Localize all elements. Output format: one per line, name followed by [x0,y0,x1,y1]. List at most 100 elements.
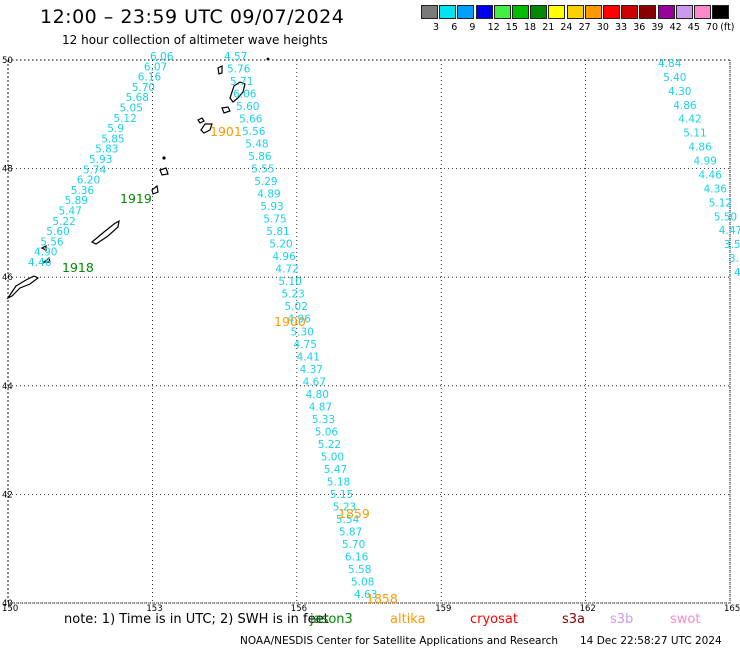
coastline [6,57,270,300]
scale-label: 24 [560,22,573,33]
island-shape [200,123,213,134]
wave-height-value: 6.06 [233,89,257,101]
chart-subtitle: 12 hour collection of altimeter wave hei… [62,33,328,47]
axis-labels: 150 153 156 159 162 165 50 48 46 44 42 40 [2,56,740,614]
island-shape [197,117,205,124]
scale-label: 39 [651,22,664,33]
wave-height-value: 5.68 [126,92,149,104]
lon-tick-label: 156 [291,604,307,614]
wave-height-value: 5.83 [95,144,118,156]
scale-swatch [566,5,584,19]
wave-height-value: 5.75 [263,214,286,226]
island-shape [159,167,169,176]
pass-time-label: 1859 [338,506,370,521]
wave-height-value: 4.41 [297,351,320,363]
wave-height-value: 4.96 [288,314,312,326]
scale-label: 33 [615,22,628,33]
wave-height-value: 5.08 [351,577,374,589]
wave-height-value: 6.07 [144,61,167,73]
wave-height-value: 4.67 [303,376,326,388]
wave-height-value: 3.5 [724,239,740,251]
scale-swatch [475,5,493,19]
lon-tick-label: 165 [724,604,740,614]
wave-height-value: 5.50 [714,211,737,223]
scale-swatch [675,5,693,19]
wave-height-value: 6.16 [138,72,162,84]
credit-text: NOAA/NESDIS Center for Satellite Applica… [240,635,558,647]
wave-height-value: 5.20 [269,239,292,251]
scale-label: 70 [706,22,719,33]
wave-height-value: 5.40 [663,72,686,84]
wave-height-value: 5.54 [336,514,360,526]
scale-label: 12 [487,22,500,33]
footnote: note: 1) Time is in UTC; 2) SWH is in fe… [64,612,329,627]
wave-height-value: 5.58 [348,564,371,576]
wave-height-value: 5.05 [120,103,143,115]
scale-label: 21 [542,22,555,33]
wave-height-value: 5.18 [327,476,350,488]
wave-height-value: 5.02 [285,301,308,313]
wave-height-value: 5.22 [52,216,75,228]
wave-height-value: 6.16 [345,552,369,564]
wave-height-value: 5.55 [251,164,274,176]
wave-height-value: 5.87 [339,526,362,538]
wave-height-value: 4.90 [34,247,57,259]
scale-swatch [493,5,511,19]
scale-swatch [639,5,657,19]
lat-tick-label: 40 [2,599,13,609]
satellite-altika-label: altika [390,612,426,627]
wave-height-value: 4.47 [719,225,740,237]
generated-timestamp: 14 Dec 22:58:27 UTC 2024 [580,635,722,647]
wave-height-value: 5.71 [230,76,253,88]
wave-height-value: 5.74 [83,164,107,176]
pass-time-label: 1919 [120,191,152,206]
lat-tick-label: 46 [2,273,13,283]
wave-height-value: 5.81 [266,226,289,238]
island-shape [229,81,246,103]
island-dot [162,156,166,160]
wave-height-value: 4.42 [678,114,701,126]
wave-height-value: 4.63 [354,589,377,601]
wave-height-value: 5.89 [65,195,88,207]
wave-height-value: 4.80 [306,389,329,401]
island-shape [40,245,47,251]
chart-title: 12:00 – 23:59 UTC 09/07/2024 [40,6,345,28]
lat-tick-label: 48 [2,165,13,175]
wave-height-value: 5.86 [248,151,272,163]
wave-height-value: 5.70 [342,539,365,551]
wave-height-value: 4.99 [694,156,717,168]
wave-height-value: 5.93 [89,154,112,166]
island-shape [221,106,231,114]
scale-swatch [657,5,675,19]
wave-height-value: 5.56 [40,236,64,248]
wave-height-value: 5.47 [324,464,347,476]
wave-height-value: 5.22 [318,439,341,451]
wave-height-value: 4 [734,267,740,279]
scale-swatch [512,5,529,19]
scale-label: 15 [505,22,518,33]
scale-label: 42 [669,22,682,33]
scale-label: 18 [524,22,537,33]
lon-tick-label: 150 [2,604,18,614]
wave-height-value: 4.75 [294,339,317,351]
wave-height-value: 5.60 [46,226,69,238]
lon-tick-label: 153 [146,604,162,614]
scale-swatch [621,5,639,19]
scale-label: 9 [469,22,476,33]
observation-values: 6.066.076.165.705.685.055.125.95.855.835… [28,51,740,601]
pass-time-label: 1858 [366,591,398,606]
wave-height-value: 5.60 [236,101,259,113]
wave-height-value: 4.87 [309,401,332,413]
satellite-s3b-label: s3b [610,612,634,627]
wave-height-value: 4.36 [704,183,728,195]
satellite-swot-label: swot [670,612,701,627]
satellite-cryosat-label: cryosat [470,612,518,627]
wave-height-value: 4.86 [688,142,712,154]
scale-swatch [548,5,566,19]
wave-height-value: 4.37 [300,364,323,376]
lat-tick-label: 44 [2,382,13,392]
scale-swatch [712,5,730,19]
wave-height-value: 4.89 [257,189,280,201]
scale-swatch [421,5,438,19]
